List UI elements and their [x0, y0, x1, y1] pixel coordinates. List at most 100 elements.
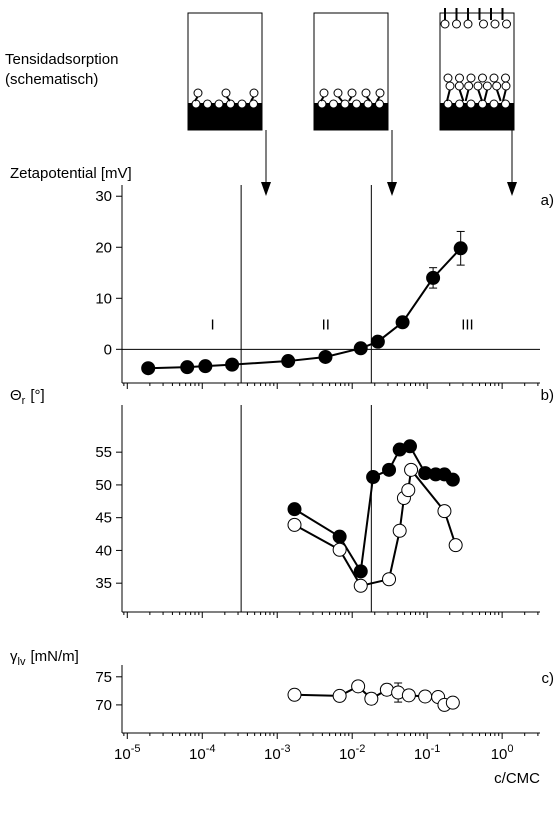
schematic-molecule	[352, 99, 361, 109]
data-point	[351, 679, 366, 694]
data-point	[353, 341, 368, 356]
y-tick-label: 10	[95, 290, 112, 307]
schematic-surface	[440, 103, 514, 130]
arrow-head	[261, 182, 271, 196]
schematic-head	[492, 81, 502, 91]
schematic-tail	[483, 88, 489, 102]
x-tick-exponent: -3	[281, 743, 291, 755]
data-point	[141, 361, 156, 376]
arrow-head	[387, 182, 397, 196]
series-line	[294, 467, 457, 587]
data-point	[448, 538, 463, 553]
data-point	[353, 578, 368, 593]
panel-tag: c)	[542, 670, 555, 687]
data-point	[287, 502, 302, 517]
y-tick-label: 70	[95, 697, 112, 714]
y-tick-label: 45	[95, 510, 112, 527]
x-tick-label: 100	[491, 743, 514, 763]
schematic-head	[440, 19, 450, 29]
data-point	[332, 542, 347, 557]
x-tick-label: 10-2	[339, 743, 365, 763]
data-point	[225, 357, 240, 372]
schematic-tail	[495, 88, 502, 102]
schematic-molecule	[501, 99, 510, 109]
schematic-subtitle: (schematisch)	[5, 71, 98, 88]
schematic-head	[490, 19, 500, 29]
schematic-molecule	[203, 99, 212, 109]
schematic-head	[443, 73, 453, 83]
data-point	[418, 689, 433, 704]
x-tick-exponent: 0	[507, 743, 513, 755]
y-tick-label: 20	[95, 239, 112, 256]
x-tick-exponent: -5	[131, 743, 141, 755]
x-tick-label: 10-3	[264, 743, 290, 763]
schematic-surface	[188, 103, 262, 130]
data-point	[401, 688, 416, 703]
y-tick-label: 55	[95, 444, 112, 461]
panel-tag: b)	[541, 387, 554, 404]
data-point	[353, 564, 368, 579]
schematic-head	[489, 73, 499, 83]
x-tick-base: 10	[114, 746, 131, 763]
schematic-molecule	[489, 99, 499, 109]
schematic-head	[479, 19, 488, 29]
x-axis-title: c/CMC	[494, 770, 540, 787]
x-tick-label: 10-1	[414, 743, 440, 763]
region-label: III	[461, 317, 474, 334]
data-point	[445, 695, 460, 710]
schematic-head	[464, 81, 474, 91]
y-tick-label: 0	[104, 341, 112, 358]
data-point	[281, 354, 296, 369]
schematic-head	[501, 73, 510, 83]
y-tick-label: 40	[95, 542, 112, 559]
data-point	[382, 462, 397, 477]
y-tick-label: 75	[95, 669, 112, 686]
schematic-head	[502, 19, 511, 29]
y-axis-title: γlv [mN/m]	[10, 648, 79, 668]
x-tick-exponent: -2	[356, 743, 366, 755]
schematic-head	[473, 81, 483, 91]
schematic-tail	[446, 88, 451, 102]
schematic-head	[455, 73, 464, 83]
data-point	[370, 334, 385, 349]
data-point	[395, 315, 410, 330]
schematic-molecule	[340, 99, 350, 109]
schematic-head	[347, 88, 357, 98]
data-point	[401, 483, 416, 498]
data-point	[287, 687, 302, 702]
x-tick-base: 10	[189, 746, 206, 763]
data-point	[332, 688, 347, 703]
schematic-head	[361, 88, 371, 98]
schematic-head	[452, 19, 461, 29]
schematic-tail	[464, 88, 470, 102]
schematic-head	[319, 88, 329, 98]
x-tick-exponent: -1	[431, 743, 441, 755]
data-point	[366, 470, 381, 485]
y-axis-title: Θr [°]	[10, 387, 45, 407]
schematic-surface	[314, 103, 388, 130]
x-tick-base: 10	[491, 746, 508, 763]
schematic-tail	[458, 88, 465, 102]
y-tick-label: 35	[95, 575, 112, 592]
series-line	[148, 247, 462, 370]
data-point	[332, 529, 347, 544]
schematic-molecule	[214, 99, 224, 109]
x-tick-label: 10-5	[114, 743, 140, 763]
schematic-head	[193, 88, 203, 98]
data-point	[287, 517, 302, 532]
y-axis-title-sub: lv	[18, 656, 26, 668]
schematic-head	[375, 88, 385, 98]
data-point	[453, 241, 468, 256]
data-point	[364, 691, 379, 706]
schematic-molecule	[249, 99, 258, 109]
data-point	[318, 349, 333, 364]
schematic-head	[333, 88, 343, 98]
y-axis-title-main: Zetapotential [mV]	[10, 165, 132, 182]
y-axis-title-unit: [°]	[30, 387, 44, 404]
y-axis-title-main: Θ	[10, 387, 22, 404]
schematic-head	[445, 81, 455, 91]
y-axis-title-main: γ	[10, 648, 18, 665]
region-label: II	[322, 317, 330, 334]
y-axis-title-unit: [mN/m]	[30, 648, 78, 665]
schematic-head	[466, 73, 476, 83]
